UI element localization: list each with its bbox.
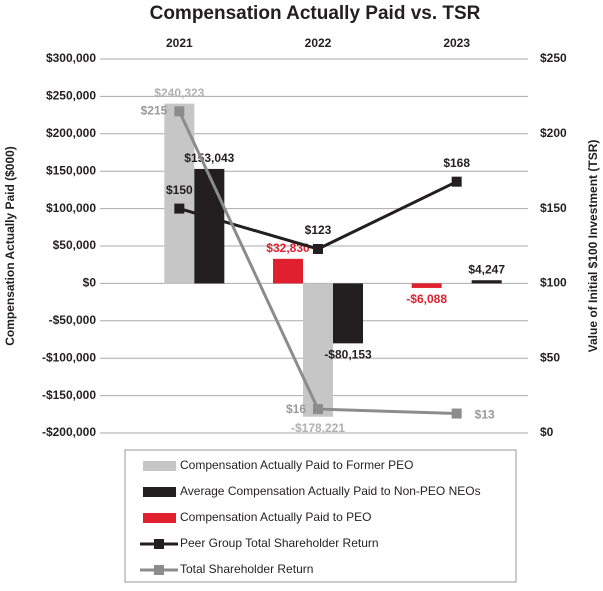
y-tick-label: $50,000 (53, 238, 97, 252)
y-tick-label: -$100,000 (42, 350, 96, 364)
data-label: $153,043 (184, 151, 234, 165)
data-label: $16 (286, 402, 306, 416)
line-marker (451, 408, 462, 419)
y-tick-label: $150,000 (46, 163, 96, 177)
data-label: $240,323 (154, 86, 204, 100)
legend-label: Peer Group Total Shareholder Return (180, 536, 379, 550)
y2-tick-label: $0 (540, 425, 554, 439)
x-tick-label: 2021 (166, 36, 193, 50)
data-label: $123 (305, 223, 332, 237)
bar (194, 168, 225, 284)
data-label: $13 (475, 408, 495, 422)
y-tick-label: -$50,000 (49, 313, 97, 327)
y-tick-label: -$150,000 (42, 388, 96, 402)
bar (471, 280, 502, 284)
data-label: -$178,221 (291, 421, 345, 435)
line-marker (313, 243, 323, 254)
x-tick-label: 2022 (305, 36, 332, 50)
legend-swatch (143, 487, 176, 497)
y2-axis-title: Value of Initial $100 Investment (TSR) (586, 140, 600, 353)
chart-title: Compensation Actually Paid vs. TSR (150, 3, 481, 24)
line-marker (174, 106, 185, 117)
data-label: $4,247 (468, 262, 505, 276)
bar (411, 283, 442, 288)
data-label: $150 (166, 183, 193, 197)
legend-label: Compensation Actually Paid to Former PEO (180, 458, 413, 472)
line-marker (313, 404, 323, 415)
legend-swatch (154, 565, 164, 575)
bar (273, 258, 303, 284)
legend-label: Average Compensation Actually Paid to No… (180, 484, 481, 498)
y-axis-title: Compensation Actually Paid ($000) (3, 146, 17, 346)
bar (303, 283, 333, 417)
bar (333, 283, 363, 344)
data-label: $32,830 (266, 241, 310, 255)
legend-swatch (143, 461, 176, 471)
line-marker (451, 176, 462, 187)
y-tick-label: $200,000 (46, 126, 96, 140)
legend-label: Total Shareholder Return (180, 562, 313, 576)
legend-label: Compensation Actually Paid to PEO (180, 510, 371, 524)
y2-tick-label: $150 (540, 201, 567, 215)
data-label: $168 (443, 156, 470, 170)
y-tick-label: -$200,000 (42, 425, 96, 439)
y-tick-label: $250,000 (46, 89, 96, 103)
data-label: $215 (141, 104, 168, 118)
y2-tick-label: $200 (540, 126, 567, 140)
y2-tick-label: $100 (540, 276, 567, 290)
legend-box (124, 449, 517, 583)
y2-tick-label: $50 (540, 350, 560, 364)
legend-swatch (143, 513, 176, 523)
line-marker (174, 203, 185, 214)
y-tick-label: $300,000 (46, 51, 96, 65)
legend-swatch (154, 539, 164, 549)
y-tick-label: $0 (83, 276, 97, 290)
x-tick-label: 2023 (443, 36, 470, 50)
data-label: -$80,153 (324, 348, 372, 362)
y-tick-label: $100,000 (46, 201, 96, 215)
data-label: -$6,088 (406, 292, 447, 306)
y2-tick-label: $250 (540, 51, 567, 65)
